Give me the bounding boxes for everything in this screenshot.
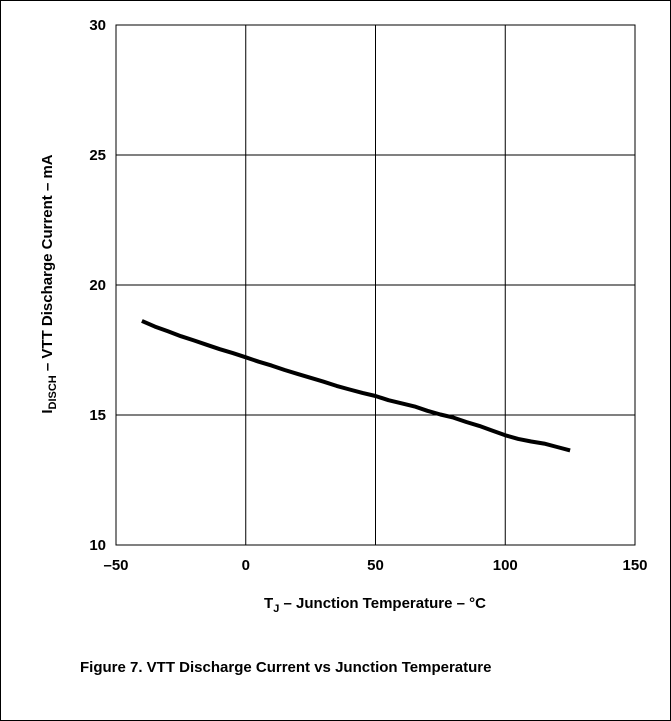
- x-axis-label-rest: – Junction Temperature – °C: [279, 595, 486, 612]
- x-tick-label: 50: [367, 557, 384, 574]
- figure-caption: Figure 7. VTT Discharge Current vs Junct…: [80, 659, 492, 676]
- y-tick-label: 25: [89, 147, 106, 164]
- y-axis-label-main: I: [39, 409, 56, 413]
- y-tick-label: 15: [89, 407, 106, 424]
- x-tick-label: –50: [103, 557, 128, 574]
- plot-area-frame: [115, 24, 636, 546]
- x-tick-label: 150: [622, 557, 647, 574]
- grid-lines: [115, 24, 636, 546]
- y-tick-label: 30: [89, 17, 106, 34]
- x-tick-label: 100: [493, 557, 518, 574]
- x-axis-label-subscript: J: [273, 603, 279, 615]
- data-series: [141, 319, 571, 453]
- x-tick-labels: –50 0 50 100 150: [103, 557, 647, 574]
- y-tick-label: 10: [89, 537, 106, 554]
- series-line-0: [141, 319, 571, 453]
- x-tick-label: 0: [242, 557, 250, 574]
- y-axis-label: IDISCH – VTT Discharge Current – mA: [39, 154, 59, 413]
- y-axis-label-rest: – VTT Discharge Current – mA: [39, 154, 56, 375]
- x-axis-label-main: T: [264, 595, 273, 612]
- y-tick-label: 20: [89, 277, 106, 294]
- x-axis-label: TJ – Junction Temperature – °C: [264, 595, 486, 615]
- y-tick-labels: 10 15 20 25 30: [89, 17, 106, 554]
- y-axis-label-subscript: DISCH: [47, 375, 59, 409]
